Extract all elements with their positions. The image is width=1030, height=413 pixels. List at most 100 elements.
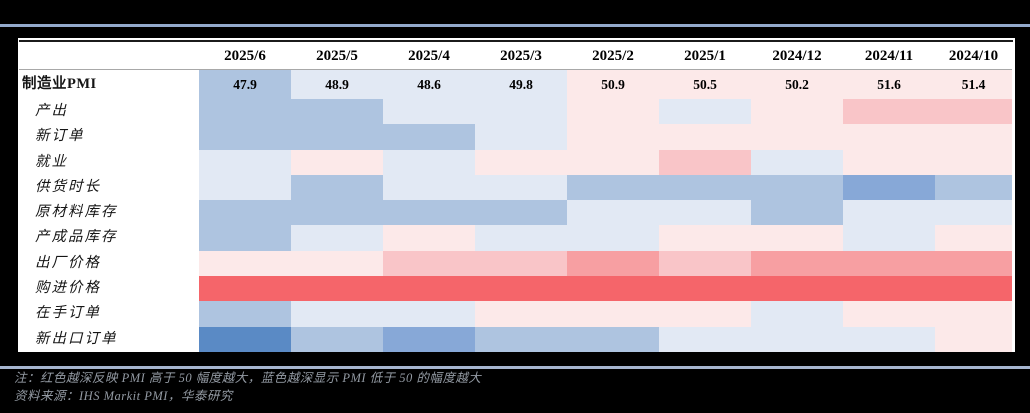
column-header-2024-10: 2024/10 — [935, 42, 1012, 70]
heatmap-cell — [199, 99, 291, 125]
heatmap-cell — [843, 276, 935, 302]
column-header-2025-2: 2025/2 — [567, 42, 659, 70]
column-header-2024-11: 2024/11 — [843, 42, 935, 70]
heatmap-cell — [199, 326, 291, 352]
heatmap-cell — [291, 301, 383, 327]
heatmap-cell — [199, 250, 291, 277]
heatmap-cell — [751, 225, 843, 251]
heatmap-cell — [751, 200, 843, 226]
heatmap-cell — [935, 149, 1012, 175]
pmi-value-cell: 51.6 — [843, 70, 935, 99]
row-label: 就业 — [35, 153, 68, 170]
heatmap-cell — [475, 99, 567, 125]
heatmap-cell — [935, 124, 1012, 150]
footnotes: 注：红色越深反映 PMI 高于 50 幅度越大，蓝色越深显示 PMI 低于 50… — [14, 369, 1014, 405]
heatmap-cell — [475, 174, 567, 201]
heatmap-cell — [935, 250, 1012, 277]
heatmap-cell — [567, 225, 659, 251]
heatmap-cell — [751, 250, 843, 277]
heatmap-cell — [935, 99, 1012, 125]
heatmap-cell — [383, 326, 475, 352]
heatmap-cell — [659, 174, 751, 201]
pmi-heatmap-table: 2025/6 2025/5 2025/4 2025/3 2025/2 2025/1 2024… — [19, 40, 1013, 352]
heatmap-cell — [935, 326, 1012, 352]
pmi-value-cell: 51.4 — [935, 70, 1012, 99]
heatmap-cell — [291, 174, 383, 201]
heatmap-cell — [567, 276, 659, 302]
heatmap-cell — [475, 326, 567, 352]
heatmap-cell — [199, 301, 291, 327]
heatmap-cell — [475, 301, 567, 327]
heatmap-cell — [935, 276, 1012, 302]
heatmap-cell — [199, 200, 291, 226]
pmi-value-cell: 50.9 — [567, 70, 659, 99]
heatmap-cell — [199, 149, 291, 175]
heatmap-cell — [935, 225, 1012, 251]
heatmap-cell — [291, 99, 383, 125]
heatmap-cell — [843, 149, 935, 175]
row-label: 购进价格 — [35, 280, 101, 297]
heatmap-cell — [567, 326, 659, 352]
heatmap-cell — [751, 326, 843, 352]
row-label: 供货时长 — [35, 178, 101, 195]
heatmap-cell — [659, 225, 751, 251]
heatmap-cell — [475, 276, 567, 302]
heatmap-cell — [567, 124, 659, 150]
heatmap-cell — [567, 200, 659, 226]
heatmap-cell — [659, 326, 751, 352]
heatmap-cell — [659, 276, 751, 302]
heatmap-cell — [567, 149, 659, 175]
heatmap-cell — [291, 124, 383, 150]
heatmap-cell — [199, 124, 291, 150]
heatmap-cell — [567, 99, 659, 125]
heatmap-cell — [291, 200, 383, 226]
column-header-2025-1: 2025/1 — [659, 42, 751, 70]
row-label-pmi: 制造业PMI — [22, 76, 97, 92]
heatmap-cell — [751, 174, 843, 201]
heatmap-cell — [199, 276, 291, 302]
heatmap-cell — [291, 276, 383, 302]
heatmap-cell — [383, 301, 475, 327]
column-header-2025-5: 2025/5 — [291, 42, 383, 70]
heatmap-cell — [291, 225, 383, 251]
heatmap-cell — [843, 225, 935, 251]
heatmap-cell — [383, 276, 475, 302]
heatmap-cell — [475, 225, 567, 251]
heatmap-cell — [935, 301, 1012, 327]
heatmap-cell — [843, 200, 935, 226]
row-label: 产成品库存 — [35, 229, 118, 246]
column-header-2024-12: 2024/12 — [751, 42, 843, 70]
legend-note: 注：红色越深反映 PMI 高于 50 幅度越大，蓝色越深显示 PMI 低于 50… — [14, 371, 482, 385]
pmi-value-cell: 49.8 — [475, 70, 567, 99]
heatmap-cell — [291, 149, 383, 175]
source-note: 资料来源：IHS Markit PMI，华泰研究 — [14, 389, 233, 403]
heatmap-cell — [567, 250, 659, 277]
heatmap-cell — [751, 149, 843, 175]
heatmap-cell — [383, 225, 475, 251]
heatmap-cell — [475, 200, 567, 226]
pmi-value-cell: 48.9 — [291, 70, 383, 99]
row-label: 新出口订单 — [35, 330, 118, 347]
column-header-2025-6: 2025/6 — [199, 42, 291, 70]
heatmap-cell — [659, 124, 751, 150]
heatmap-cell — [751, 99, 843, 125]
heatmap-cell — [659, 200, 751, 226]
heatmap-cell — [567, 174, 659, 201]
heatmap-cell — [199, 174, 291, 201]
heatmap-cell — [383, 124, 475, 150]
heatmap-cell — [935, 174, 1012, 201]
heatmap-cell — [383, 200, 475, 226]
row-label: 原材料库存 — [35, 204, 118, 221]
pmi-value-cell: 48.6 — [383, 70, 475, 99]
pmi-value-cell: 47.9 — [199, 70, 291, 99]
heatmap-cell — [751, 124, 843, 150]
heatmap-cell — [383, 99, 475, 125]
table-panel: 2025/6 2025/5 2025/4 2025/3 2025/2 2025/1 2024… — [18, 38, 1015, 352]
heatmap-cell — [843, 174, 935, 201]
heatmap-cell — [475, 149, 567, 175]
heatmap-cell — [843, 250, 935, 277]
pmi-value-cell: 50.5 — [659, 70, 751, 99]
heatmap-cell — [291, 326, 383, 352]
heatmap-cell — [383, 149, 475, 175]
